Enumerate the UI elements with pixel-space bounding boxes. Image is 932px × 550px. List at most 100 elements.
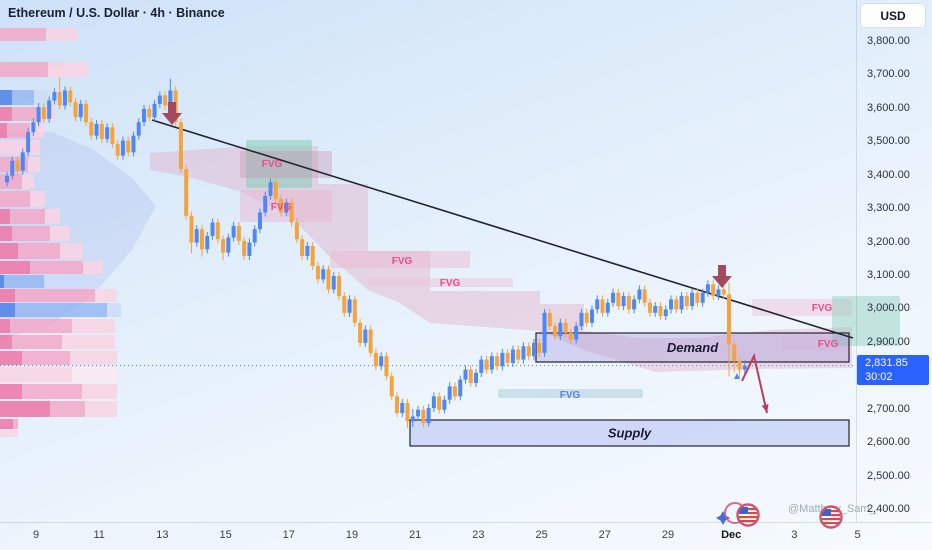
candle-body [542,312,547,353]
candle-body [184,169,189,216]
candle-body [194,229,199,243]
candle-body [669,299,674,310]
candle-body [616,292,621,307]
volume-profile-bar [50,226,70,241]
candle-body [663,309,668,317]
bar-countdown: 30:02 [865,371,893,383]
buy-marker [734,373,740,379]
candle-body [62,90,67,106]
candle-body [363,329,368,343]
volume-profile-bar [30,261,83,274]
candle-body [337,276,342,297]
candle-body [105,127,110,139]
volume-profile-bar [0,351,22,365]
candle-body [84,103,89,123]
time-axis-label: 13 [156,529,169,541]
down-arrow-annotation[interactable] [162,102,182,125]
candle-body [215,222,220,240]
supply-box[interactable]: Supply [409,419,850,447]
volume-profile-bar [50,401,85,417]
candle-body [690,292,695,307]
candle-body [458,379,463,397]
time-axis[interactable]: 9 11 13 15 17 19 21 23 25 27 29 Dec 3 5 [0,522,932,550]
candle-body [115,143,120,156]
price-axis[interactable]: 3,800.00 3,700.00 3,600.00 3,500.00 3,400.00… [856,0,932,522]
volume-profile-bar [0,28,46,41]
fvg-zone [240,151,332,178]
volume-profile-bar [0,419,13,429]
candle-body [231,225,236,238]
candle-body [737,361,742,370]
price-axis-label: 3,400.00 [867,168,910,181]
candle-body [263,195,268,213]
candle-body [326,269,331,290]
candle-body [373,352,378,367]
candle-body [553,326,558,337]
zigzag-arrow-annotation[interactable] [741,352,768,414]
candle-body [205,235,210,250]
volume-profile-bar [0,275,4,288]
price-axis-label: 3,700.00 [867,68,910,81]
candle-body [89,122,94,136]
volume-profile-bar [10,319,72,333]
flag-ring [819,505,843,529]
candle-body [394,396,399,414]
candle-body [73,102,78,118]
volume-profile-bar [0,90,12,105]
candle-body [463,369,468,380]
time-axis-label: 23 [472,529,485,541]
currency-toggle-button[interactable]: USD [861,4,925,27]
down-arrow-annotation[interactable] [712,265,732,288]
candle-body [15,160,20,171]
fvg-label: FVG [271,202,292,213]
volume-profile-bar [0,174,22,189]
volume-profile-bar [22,384,82,399]
candle-body [31,122,36,133]
symbol-title: Ethereum / U.S. Dollar · 4h · Binance [8,6,225,20]
candle-body [68,90,73,103]
volume-profile-bar [0,384,22,399]
candle-body [352,299,357,323]
volume-profile-bar [15,303,107,317]
candle-body [642,289,647,303]
candle-body [705,284,710,293]
fvg-label: FVG [392,256,413,267]
candle-body [468,369,473,383]
volume-profile-bar [12,335,62,349]
volume-profile-bar [0,261,30,274]
sparkle-icon [716,511,730,525]
zigzag-arrowhead [761,404,769,413]
candle-body [257,212,262,230]
candle-body [695,292,700,303]
candle-body [505,352,510,363]
price-axis-label: 2,700.00 [867,402,910,415]
indicator-cloud [150,146,852,372]
time-axis-label: Dec [721,529,742,541]
flag-inner [739,507,758,523]
price-axis-label: 2,900.00 [867,335,910,348]
volume-profile-bar [0,107,12,121]
candle-body [611,292,616,303]
candle-body [510,349,515,363]
volume-profile-bar [83,261,103,274]
demand-box[interactable]: Demand [535,332,850,363]
candle-body [452,386,457,397]
candle-body [131,135,136,153]
candle-body [110,127,115,144]
candle-body [653,306,658,313]
candle-body [273,182,278,200]
supply-box-rect[interactable] [409,419,850,447]
trendline[interactable] [151,119,854,339]
price-axis-label: 3,500.00 [867,135,910,148]
candle-body [442,399,447,410]
fvg-zone [782,336,848,351]
candle-body [700,292,705,303]
candle-body [521,346,526,360]
fvg-label: FVG [560,390,581,401]
candle-body [437,396,442,410]
candle-body [526,346,531,357]
candle-body [568,332,573,340]
volume-profile-bar [44,275,86,288]
